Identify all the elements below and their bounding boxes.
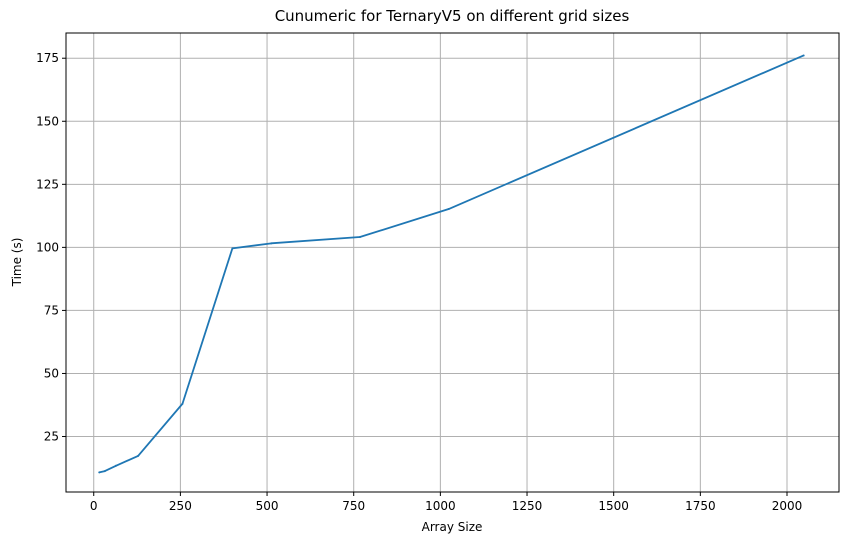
x-tick-label: 250 [169,499,192,513]
y-axis-ticks: 25 50 75 100 125 150 175 [36,51,66,444]
y-axis-label: Time (s) [10,238,24,288]
data-point [802,54,805,57]
plot-frame [65,32,840,493]
series-layer [98,54,805,474]
y-tick-label: 125 [36,177,59,191]
data-point [103,470,106,473]
y-tick-label: 25 [44,430,59,444]
x-tick-label: 1500 [598,499,629,513]
chart-title: Cunumeric for TernaryV5 on different gri… [275,7,630,25]
series-line [99,54,804,474]
y-tick-label: 75 [44,303,59,317]
x-tick-label: 0 [90,499,98,513]
grid-lines [66,33,839,492]
x-tick-label: 1000 [425,499,456,513]
x-tick-label: 2000 [772,499,803,513]
x-tick-label: 750 [342,499,365,513]
data-point [270,242,273,245]
data-point [114,464,117,467]
data-point [137,454,140,457]
data-point [98,471,101,474]
y-tick-label: 175 [36,51,59,65]
x-axis-label: Array Size [422,520,483,534]
x-tick-label: 500 [256,499,279,513]
y-tick-label: 100 [36,240,59,254]
y-tick-label: 50 [44,366,59,380]
y-tick-label: 150 [36,114,59,128]
data-point [358,236,361,239]
data-point [231,247,234,250]
x-tick-label: 1250 [512,499,543,513]
data-point [181,402,184,405]
x-axis-ticks: 0 250 500 750 1000 1250 1500 1750 2000 [90,492,802,513]
x-tick-label: 1750 [685,499,716,513]
data-point [447,208,450,211]
